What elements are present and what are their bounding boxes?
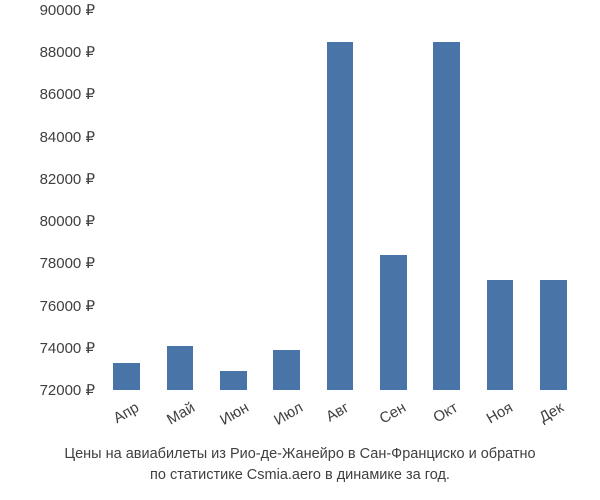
chart-bar bbox=[327, 42, 354, 390]
x-tick-label: Апр bbox=[110, 399, 141, 427]
x-tick-label: Сен bbox=[377, 399, 409, 427]
bar-chart: 72000 ₽ 74000 ₽ 76000 ₽ 78000 ₽ 80000 ₽ 82000… bbox=[0, 10, 600, 440]
x-axis: Апр Май Июн Июл Авг Сен Окт Ноя Дек bbox=[100, 395, 580, 435]
y-tick-label: 74000 ₽ bbox=[40, 339, 95, 357]
x-tick-label: Май bbox=[164, 399, 198, 428]
x-tick-label: Дек bbox=[537, 399, 567, 426]
y-tick-label: 86000 ₽ bbox=[40, 85, 95, 103]
y-tick-label: 76000 ₽ bbox=[40, 297, 95, 315]
chart-bar bbox=[113, 363, 140, 390]
caption-line-1: Цены на авиабилеты из Рио-де-Жанейро в С… bbox=[64, 446, 535, 462]
caption-line-2: по статистике Csmia.aero в динамике за г… bbox=[150, 467, 450, 483]
chart-bar bbox=[487, 280, 514, 390]
chart-bar bbox=[273, 350, 300, 390]
chart-bar bbox=[167, 346, 194, 390]
chart-bar bbox=[540, 280, 567, 390]
y-tick-label: 88000 ₽ bbox=[40, 43, 95, 61]
x-tick-label: Окт bbox=[430, 399, 460, 426]
chart-caption: Цены на авиабилеты из Рио-де-Жанейро в С… bbox=[0, 444, 600, 485]
y-tick-label: 72000 ₽ bbox=[40, 381, 95, 399]
x-tick-label: Ноя bbox=[484, 399, 516, 427]
y-tick-label: 78000 ₽ bbox=[40, 254, 95, 272]
y-tick-label: 80000 ₽ bbox=[40, 212, 95, 230]
y-axis: 72000 ₽74000 ₽76000 ₽78000 ₽80000 ₽82000… bbox=[10, 10, 95, 390]
y-tick-label: 84000 ₽ bbox=[40, 128, 95, 146]
chart-bar bbox=[380, 255, 407, 390]
plot-area bbox=[100, 10, 580, 390]
chart-bar bbox=[220, 371, 247, 390]
y-tick-label: 90000 ₽ bbox=[40, 1, 95, 19]
chart-bar bbox=[433, 42, 460, 390]
x-tick-label: Июн bbox=[217, 399, 252, 429]
x-tick-label: Июл bbox=[271, 399, 306, 429]
y-tick-label: 82000 ₽ bbox=[40, 170, 95, 188]
x-tick-label: Авг bbox=[323, 399, 352, 425]
